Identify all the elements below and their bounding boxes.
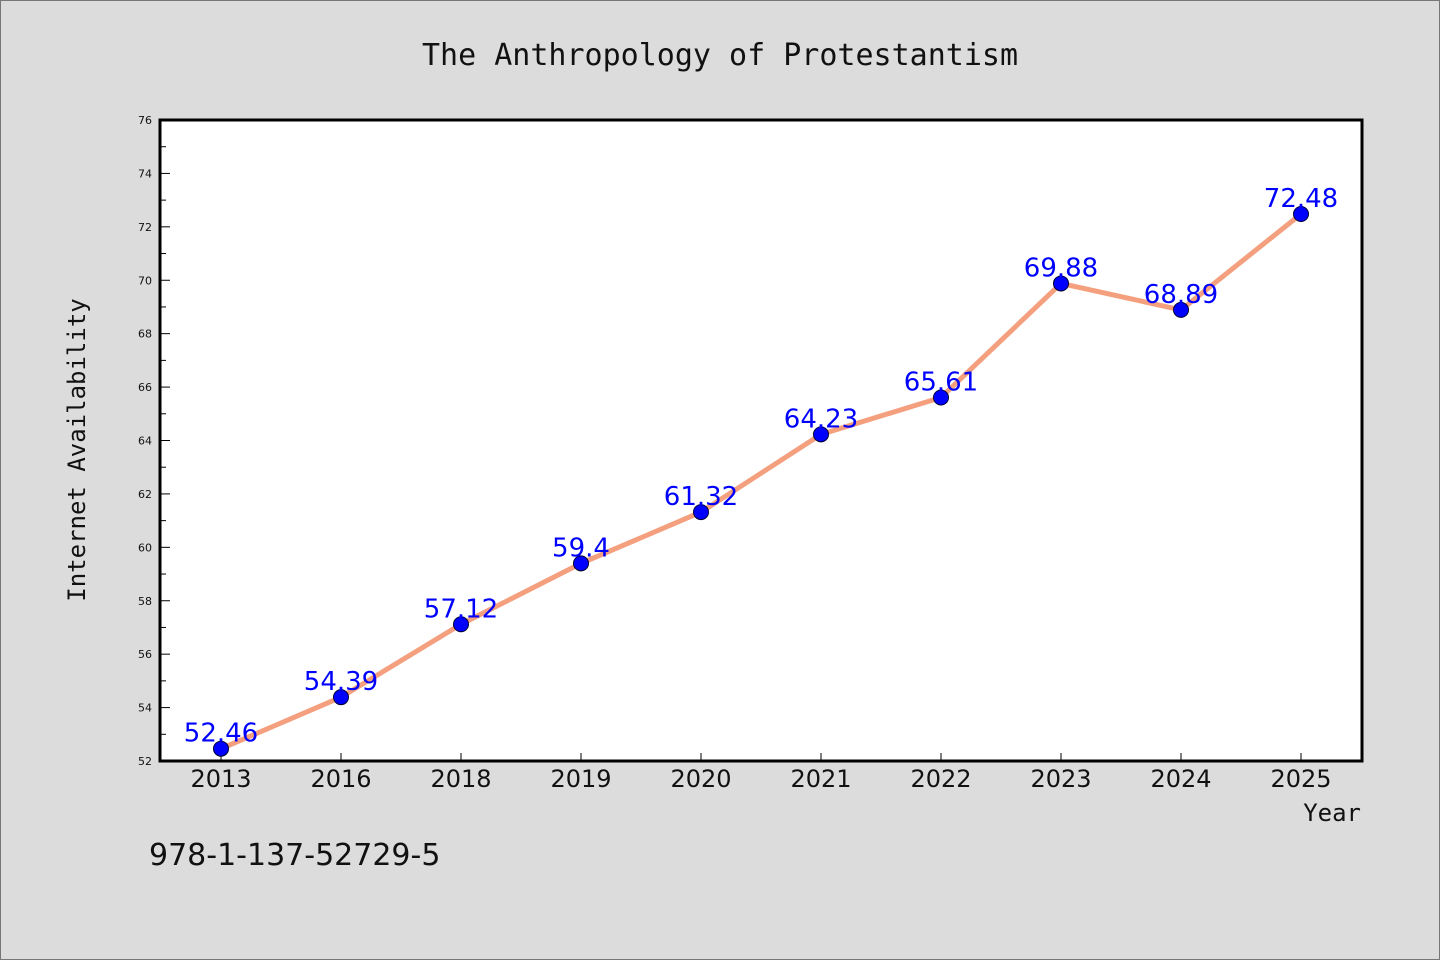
data-label: 65.61 <box>904 367 978 397</box>
x-tick-label: 2013 <box>190 765 251 793</box>
data-point <box>693 504 709 521</box>
data-label: 52.46 <box>184 719 258 749</box>
y-tick-label: 60 <box>138 541 152 554</box>
x-tick-label: 2025 <box>1270 765 1331 793</box>
y-axis-label: Internet Availability <box>63 298 91 601</box>
data-label: 68.89 <box>1144 280 1218 310</box>
x-tick-label: 2024 <box>1150 765 1211 793</box>
y-tick-label: 70 <box>138 274 152 287</box>
x-tick-label: 2021 <box>790 765 851 793</box>
x-tick-label: 2018 <box>430 765 491 793</box>
x-tick-label: 2019 <box>550 765 611 793</box>
plot-area <box>158 118 1364 763</box>
data-label: 61.32 <box>664 482 738 512</box>
data-label: 69.88 <box>1024 253 1098 283</box>
y-tick-label: 58 <box>138 595 152 608</box>
x-tick-label: 2016 <box>310 765 371 793</box>
isbn-text: 978-1-137-52729-5 <box>149 838 440 873</box>
y-tick-label: 54 <box>138 702 152 715</box>
data-point <box>933 389 949 406</box>
y-tick-label: 68 <box>138 328 152 341</box>
data-point <box>453 616 469 633</box>
x-tick-label: 2020 <box>670 765 731 793</box>
y-axis: 52 54 56 58 60 62 64 66 68 70 72 74 76 <box>138 114 170 768</box>
y-tick-label: 76 <box>138 114 152 127</box>
data-point <box>333 689 349 706</box>
y-tick-label: 62 <box>138 488 152 501</box>
y-tick-label: 56 <box>138 648 152 661</box>
data-label: 59.4 <box>552 533 610 563</box>
x-tick-label: 2023 <box>1030 765 1091 793</box>
y-tick-label: 52 <box>138 755 152 768</box>
data-label: 57.12 <box>424 594 498 624</box>
series-layer: 52.46 54.39 57.12 59.4 61.32 64.23 65.61 69.88 6… <box>184 184 1338 757</box>
data-point <box>213 740 229 757</box>
data-point <box>813 426 829 443</box>
data-point <box>573 555 589 572</box>
x-tick-label: 2022 <box>910 765 971 793</box>
x-axis-label: Year <box>1303 799 1361 827</box>
y-tick-label: 66 <box>138 381 152 394</box>
data-point <box>1053 275 1069 292</box>
data-point <box>1173 301 1189 318</box>
chart-title: The Anthropology of Protestantism <box>422 38 1018 73</box>
x-axis: 2013 2016 2018 2019 2020 2021 2022 2023 2024 2025 <box>190 753 1332 793</box>
data-point <box>1293 206 1309 223</box>
data-label: 54.39 <box>304 667 378 697</box>
data-label: 72.48 <box>1264 184 1338 214</box>
y-tick-label: 72 <box>138 221 152 234</box>
y-tick-label: 64 <box>138 435 152 448</box>
data-label: 64.23 <box>784 404 858 434</box>
series-line <box>218 211 1304 752</box>
y-tick-label: 74 <box>138 167 152 180</box>
